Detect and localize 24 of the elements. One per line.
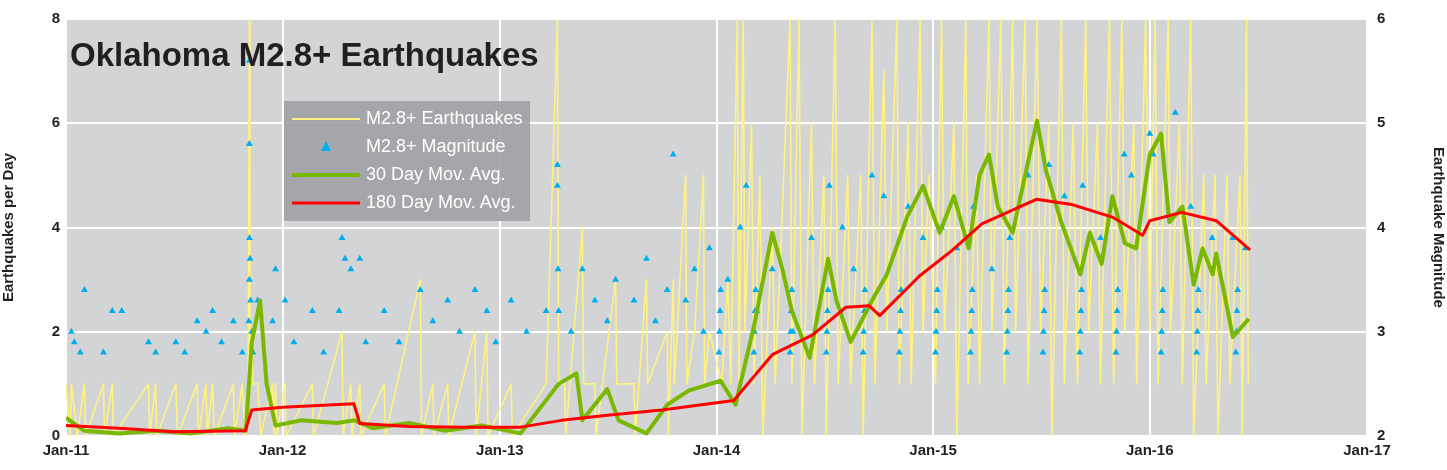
y-tick-label: 8 xyxy=(51,9,60,27)
y-tick-label: 2 xyxy=(51,321,60,339)
legend-label: 180 Day Mov. Avg. xyxy=(366,191,516,212)
y2-tick-label: 6 xyxy=(1377,9,1386,27)
x-tick-label: Jan-13 xyxy=(476,441,524,459)
legend-label: 30 Day Mov. Avg. xyxy=(366,163,506,184)
y-tick-label: 4 xyxy=(51,217,61,235)
y-tick-label: 6 xyxy=(51,113,60,131)
y2-tick-label: 2 xyxy=(1377,426,1386,444)
x-tick-label: Jan-14 xyxy=(692,441,741,459)
y2-tick-label: 3 xyxy=(1377,321,1386,339)
x-tick-label: Jan-12 xyxy=(258,441,307,459)
y2-tick-label: 4 xyxy=(1377,217,1386,235)
x-tick-label: Jan-11 xyxy=(42,441,90,459)
x-tick-label: Jan-15 xyxy=(909,441,957,459)
text: Oklahoma M2.8+ Earthquakes xyxy=(70,36,539,74)
y2-tick-label: 5 xyxy=(1377,113,1386,131)
x-tick-label: Jan-17 xyxy=(1343,441,1391,459)
x-tick-label: Jan-16 xyxy=(1126,441,1174,459)
legend-label: M2.8+ Magnitude xyxy=(366,135,506,156)
y2-axis-title: Earthquake Magnitude xyxy=(1430,147,1447,308)
y-tick-label: 0 xyxy=(51,426,60,444)
y-axis-title: Earthquakes per Day xyxy=(0,152,17,303)
legend-label: M2.8+ Earthquakes xyxy=(366,107,523,128)
